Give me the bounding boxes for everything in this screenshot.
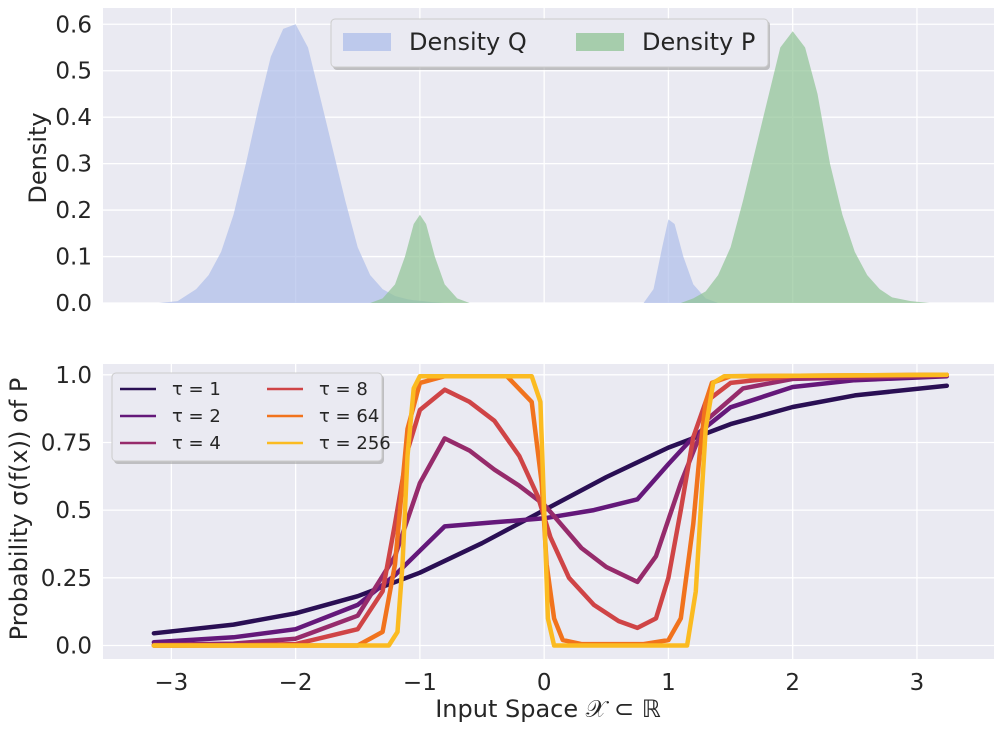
legend-label-density-q: Density Q xyxy=(409,28,527,56)
probability-y-tick-label: 0.25 xyxy=(41,566,92,592)
probability-y-tick-label: 1.0 xyxy=(55,363,92,389)
legend-swatch-density-q xyxy=(343,33,391,51)
density-areas xyxy=(158,24,930,304)
x-tick-label: −2 xyxy=(279,670,313,696)
x-tick-label: 2 xyxy=(785,670,800,696)
x-tick-label: −1 xyxy=(403,670,437,696)
density-y-tick-label: 0.6 xyxy=(55,12,92,38)
x-tick-label: 1 xyxy=(661,670,676,696)
density-y-tick-label: 0.3 xyxy=(55,152,92,178)
density-y-tick-labels: 0.0 0.1 0.2 0.3 0.4 0.5 0.6 xyxy=(55,12,92,317)
density-y-tick-label: 0.0 xyxy=(55,291,92,317)
density-y-tick-label: 0.2 xyxy=(55,198,92,224)
legend-label-tau-4: τ = 4 xyxy=(172,433,221,454)
legend-label-tau-1: τ = 1 xyxy=(172,379,221,400)
probability-lines xyxy=(151,372,950,648)
density-y-axis-label: Density xyxy=(24,112,52,203)
legend-label-density-p: Density P xyxy=(642,28,755,56)
probability-line-tau-256 xyxy=(151,372,950,648)
x-tick-label: 0 xyxy=(537,670,552,696)
legend-label-tau-2: τ = 2 xyxy=(172,406,221,427)
legend-label-tau-8: τ = 8 xyxy=(319,379,368,400)
x-tick-labels: −3 −2 −1 0 1 2 3 xyxy=(154,670,924,696)
probability-panel: 0.0 0.25 0.5 0.75 1.0 −3 −2 −1 0 1 2 3 Probability… xyxy=(5,363,994,723)
probability-y-axis-label: Probability σ(f(x)) of P xyxy=(5,378,33,641)
probability-y-tick-label: 0.75 xyxy=(41,430,92,456)
x-axis-label: Input Space 𝒳 ⊂ ℝ xyxy=(435,695,661,723)
density-y-tick-label: 0.1 xyxy=(55,245,92,271)
probability-legend: τ = 1 τ = 2 τ = 4 τ = 8 τ = 64 τ = 256 xyxy=(111,372,391,464)
density-area-p xyxy=(370,31,930,303)
density-panel: 0.0 0.1 0.2 0.3 0.4 0.5 0.6 Density Density Q … xyxy=(24,8,994,317)
probability-y-tick-label: 0.5 xyxy=(55,498,92,524)
x-tick-label: −3 xyxy=(154,670,188,696)
legend-swatch-density-p xyxy=(576,33,624,51)
density-legend: Density Q Density P xyxy=(330,18,770,70)
legend-label-tau-256: τ = 256 xyxy=(319,433,391,454)
probability-y-tick-labels: 0.0 0.25 0.5 0.75 1.0 xyxy=(41,363,92,660)
density-area-q xyxy=(158,24,719,304)
x-tick-label: 3 xyxy=(910,670,925,696)
legend-label-tau-64: τ = 64 xyxy=(319,406,379,427)
density-y-tick-label: 0.4 xyxy=(55,105,92,131)
density-y-tick-label: 0.5 xyxy=(55,59,92,85)
probability-y-tick-label: 0.0 xyxy=(55,633,92,659)
